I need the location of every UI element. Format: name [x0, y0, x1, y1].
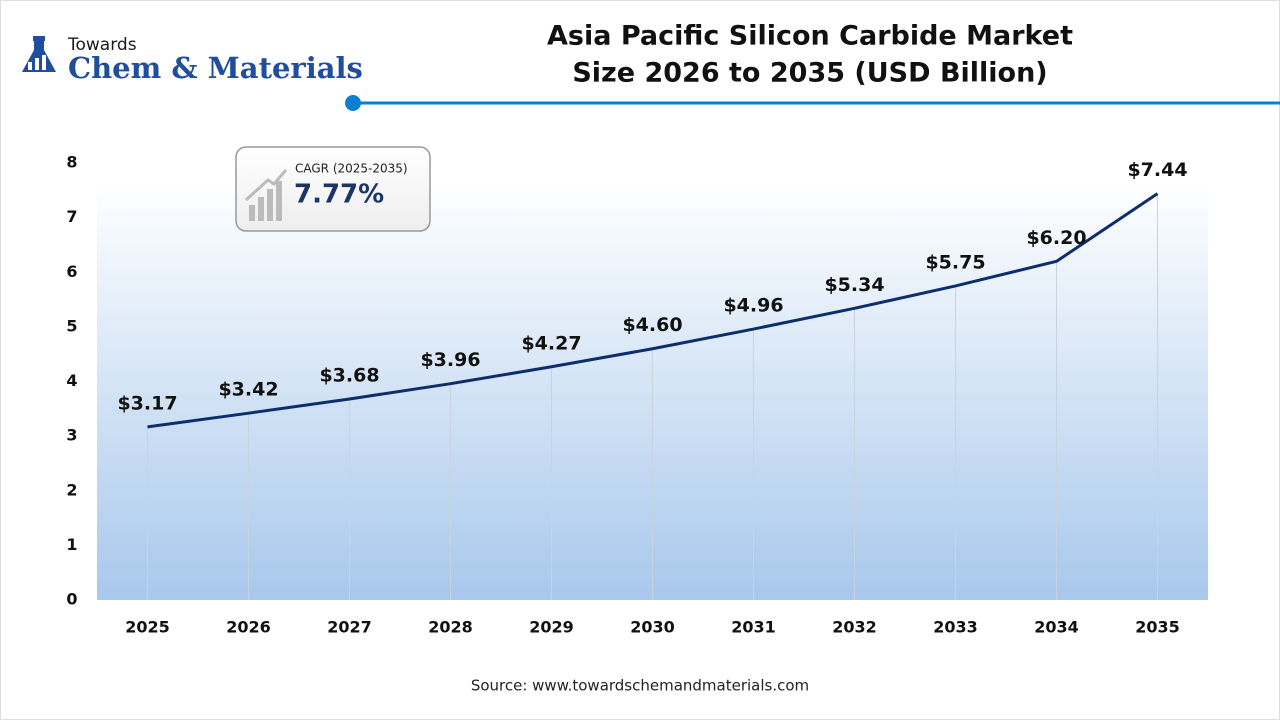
title-dot [345, 95, 361, 111]
x-tick-label: 2028 [428, 618, 473, 637]
chart-title: Asia Pacific Silicon Carbide Market [547, 21, 1073, 52]
data-label: $3.96 [420, 349, 480, 371]
x-tick-label: 2033 [933, 618, 978, 637]
cagr-box: CAGR (2025-2035) 7.77% [235, 146, 431, 232]
y-tick-label: 7 [66, 207, 77, 226]
line [147, 192, 1159, 429]
x-tick-label: 2034 [1034, 618, 1079, 637]
data-label: $5.75 [925, 251, 985, 273]
data-label: $7.44 [1127, 159, 1187, 181]
x-tick-label: 2025 [125, 618, 170, 637]
data-label: $4.96 [723, 295, 783, 317]
x-tick-label: 2032 [832, 618, 877, 637]
chart-title: Size 2026 to 2035 (USD Billion) [572, 58, 1047, 89]
y-tick-label: 8 [66, 153, 77, 172]
logo-text: Towards [67, 35, 137, 55]
data-label: $3.68 [319, 364, 379, 386]
y-tick-label: 3 [66, 426, 77, 445]
logo-text: Chem & Materials [68, 51, 363, 85]
x-tick-label: 2031 [731, 618, 776, 637]
x-tick-label: 2027 [327, 618, 372, 637]
x-tick-label: 2026 [226, 618, 271, 637]
source: Source: www.towardschemandmaterials.com [471, 677, 809, 695]
y-tick-label: 4 [66, 371, 77, 390]
logo: Towards Chem & Materials [22, 35, 363, 85]
data-label: $3.17 [117, 392, 177, 414]
y-tick-label: 0 [66, 590, 77, 609]
y-tick-label: 2 [66, 480, 77, 499]
data-label: $4.60 [622, 314, 682, 336]
cagr-label: CAGR (2025-2035) [295, 162, 408, 176]
data-label: $6.20 [1026, 227, 1086, 249]
y-tick-label: 6 [66, 262, 77, 281]
x-tick-label: 2030 [630, 618, 675, 637]
cagr-value: 7.77% [294, 180, 384, 210]
x-tick-label: 2029 [529, 618, 574, 637]
data-label: $3.42 [218, 379, 278, 401]
x-tick-label: 2035 [1135, 618, 1180, 637]
data-label: $5.34 [824, 274, 884, 296]
data-label: $4.27 [521, 332, 581, 354]
y-tick-label: 1 [66, 535, 77, 554]
y-tick-label: 5 [66, 316, 77, 335]
